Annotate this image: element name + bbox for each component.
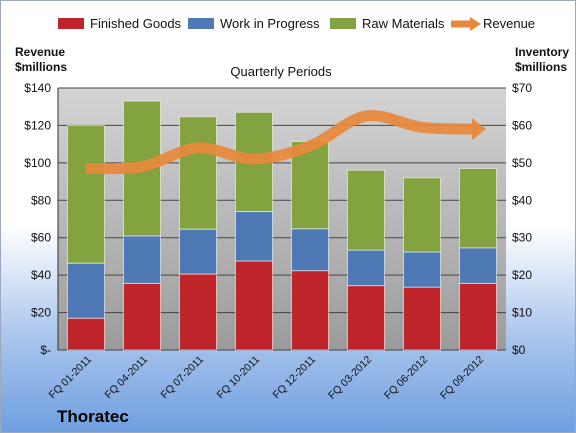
y-right-tick: $10: [512, 306, 532, 320]
bar-work-in-progress: [235, 211, 273, 262]
bar-finished-goods: [67, 317, 105, 351]
bar-raw-materials: [67, 124, 105, 264]
x-tick-label: FQ 10-2011: [215, 354, 263, 402]
bar-raw-materials: [459, 167, 497, 249]
legend-swatch: [188, 18, 214, 29]
x-tick-label: FQ 04-2011: [103, 354, 151, 402]
y-left-tick: $120: [24, 118, 51, 132]
bar-finished-goods: [459, 282, 497, 351]
y-right-label-line2: $millions: [515, 60, 567, 74]
y-left-tick: $40: [31, 268, 51, 282]
legend: Finished Goods Work in Progress Raw Materi…: [58, 16, 535, 31]
legend-label: Finished Goods: [90, 16, 182, 31]
revenue-arrowhead: [472, 118, 486, 141]
y-right-tick: $40: [512, 193, 532, 207]
y-left-tick: $20: [31, 306, 51, 320]
bar-work-in-progress: [291, 228, 329, 272]
x-tick-label: FQ 01-2011: [47, 354, 95, 402]
y-right-tick: $60: [512, 118, 532, 132]
x-tick-label: FQ 07-2011: [159, 354, 207, 402]
legend-swatch: [58, 18, 84, 29]
bar-work-in-progress: [347, 249, 385, 287]
y-left-tick: $60: [31, 231, 51, 245]
y-right-tick: $0: [512, 343, 526, 357]
bar-finished-goods: [123, 282, 161, 351]
bar-finished-goods: [403, 286, 441, 351]
x-tick-label: FQ 12-2011: [271, 354, 319, 402]
bar-finished-goods: [179, 273, 217, 351]
x-tick-label: FQ 03-2012: [326, 354, 374, 402]
bar-finished-goods: [235, 260, 273, 351]
company-name: Thoratec: [57, 407, 129, 426]
legend-label: Raw Materials: [362, 16, 445, 31]
bar-raw-materials: [403, 177, 441, 253]
y-left-label-line1: Revenue: [15, 45, 65, 59]
y-left-tick: $-: [40, 343, 51, 357]
revenue-line: [85, 110, 479, 175]
chart-subtitle: Quarterly Periods: [230, 64, 332, 79]
y-left-tick: $140: [24, 81, 51, 95]
y-right-label-line1: Inventory: [515, 45, 569, 59]
bar-finished-goods: [291, 270, 329, 351]
bar-work-in-progress: [67, 262, 105, 319]
legend-swatch-arrow: [470, 17, 481, 31]
bar-work-in-progress: [459, 247, 497, 284]
y-left-label-line2: $millions: [15, 60, 67, 74]
legend-label: Revenue: [483, 16, 535, 31]
bar-raw-materials: [347, 169, 385, 251]
x-tick-label: FQ 09-2012: [438, 354, 486, 402]
bar-work-in-progress: [123, 235, 161, 284]
y-right-tick: $20: [512, 268, 532, 282]
y-left-tick: $80: [31, 193, 51, 207]
y-right-tick: $70: [512, 81, 532, 95]
bar-raw-materials: [179, 116, 217, 230]
y-right-tick: $30: [512, 231, 532, 245]
bar-work-in-progress: [403, 251, 441, 288]
y-left-tick: $100: [24, 156, 51, 170]
y-right-tick: $50: [512, 156, 532, 170]
bar-finished-goods: [347, 285, 385, 351]
x-tick-label: FQ 06-2012: [382, 354, 430, 402]
plot-area: $- $0 $20 $10 $40 $20 $60 $30 $80 $40 $100 $50 $120 $…: [24, 81, 532, 402]
legend-label: Work in Progress: [220, 16, 320, 31]
bar-work-in-progress: [179, 228, 217, 275]
legend-swatch: [330, 18, 356, 29]
